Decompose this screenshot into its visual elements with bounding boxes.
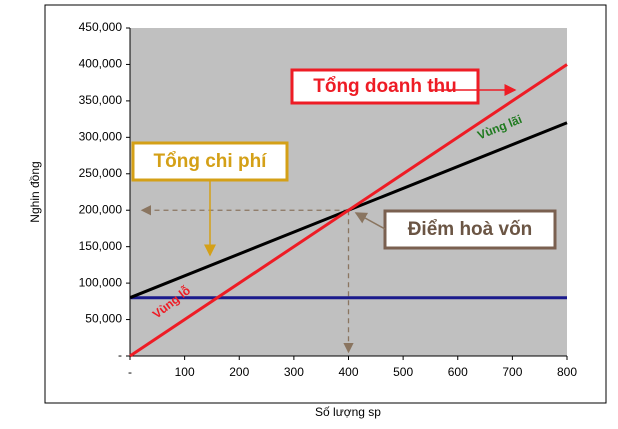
y-tick-label: -: [118, 348, 122, 362]
x-tick-label: 300: [284, 365, 304, 379]
x-tick-label: 500: [393, 365, 413, 379]
break-even-arrow: [354, 212, 386, 230]
y-tick-label: 50,000: [85, 312, 122, 326]
break-even-label: Điểm hoà vốn: [408, 219, 533, 240]
y-tick-label: 100,000: [79, 275, 123, 289]
cost-box: [131, 141, 289, 182]
y-axis-label: Nghin đồng: [28, 161, 42, 222]
y-tick-label: 450,000: [79, 20, 123, 34]
x-axis-label: Số lượng sp: [315, 405, 381, 419]
x-tick-label: 600: [448, 365, 468, 379]
y-tick-label: 350,000: [79, 93, 123, 107]
y-tick-label: 150,000: [79, 239, 123, 253]
series-line: [129, 63, 568, 358]
y-tick-label: 250,000: [79, 166, 123, 180]
break-even-box: [383, 209, 557, 250]
cost-label: Tổng chi phí: [154, 151, 268, 172]
x-tick-label: 700: [502, 365, 522, 379]
x-tick-label: 800: [557, 365, 577, 379]
revenue-box: [290, 68, 480, 105]
y-tick-label: 300,000: [79, 130, 123, 144]
x-tick-label: 200: [229, 365, 249, 379]
x-tick-label: 400: [338, 365, 358, 379]
x-tick-label: 100: [175, 365, 195, 379]
y-tick-label: 200,000: [79, 202, 123, 216]
y-tick-label: 400,000: [79, 57, 123, 71]
revenue-label: Tổng doanh thu: [313, 76, 457, 97]
x-tick-label: -: [128, 365, 132, 379]
